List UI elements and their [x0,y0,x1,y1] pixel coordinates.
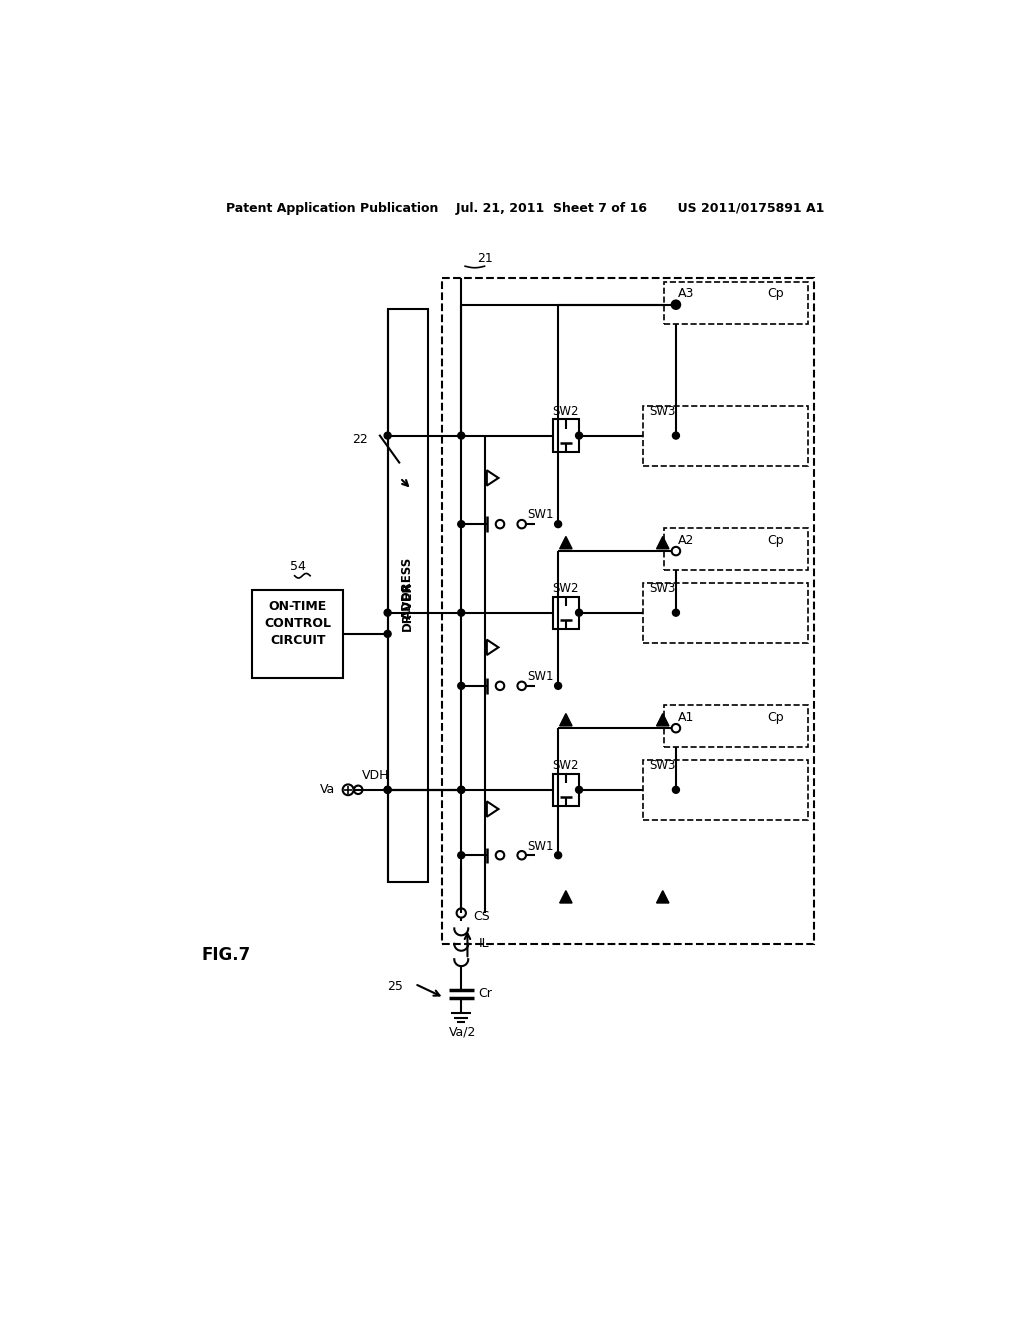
Bar [388,309,428,882]
Circle shape [458,682,465,689]
Bar [649,597,676,628]
Circle shape [384,787,391,793]
Bar [442,277,814,944]
Text: CS: CS [473,911,489,924]
Polygon shape [656,891,669,903]
Text: Patent Application Publication    Jul. 21, 2011  Sheet 7 of 16       US 2011/017: Patent Application Publication Jul. 21, … [225,202,824,215]
Text: SW3: SW3 [649,759,676,772]
Bar [553,420,579,451]
Text: SW3: SW3 [649,582,676,595]
Bar [643,760,808,820]
Bar [252,590,343,678]
Circle shape [384,631,391,638]
Text: 25: 25 [387,979,403,993]
Text: CONTROL: CONTROL [264,616,331,630]
Circle shape [575,610,583,616]
Bar [643,405,808,466]
Circle shape [673,610,679,616]
Circle shape [458,787,465,793]
Bar [665,281,808,323]
Circle shape [673,432,679,440]
Text: Va: Va [319,783,335,796]
Text: SW2: SW2 [553,582,580,595]
Text: Cp: Cp [767,533,784,546]
Polygon shape [656,536,669,549]
Circle shape [384,610,391,616]
Circle shape [555,682,561,689]
Bar [665,528,808,570]
Bar [643,582,808,643]
Text: CIRCUIT: CIRCUIT [270,634,326,647]
Circle shape [384,787,391,793]
Circle shape [384,432,391,440]
Text: SW3: SW3 [649,405,676,418]
Text: Va/2: Va/2 [450,1026,476,1039]
Circle shape [458,851,465,859]
Text: IL: IL [478,937,488,950]
Polygon shape [560,714,572,726]
Circle shape [458,787,465,793]
Text: DRIVER: DRIVER [401,581,415,631]
Polygon shape [656,714,669,726]
Text: A3: A3 [678,288,694,301]
Text: A2: A2 [678,533,694,546]
Text: SW1: SW1 [527,671,554,684]
Bar [665,705,808,747]
Circle shape [458,520,465,528]
Circle shape [555,851,561,859]
Bar [553,774,579,807]
Text: SW2: SW2 [553,405,580,418]
Text: SW1: SW1 [527,840,554,853]
Text: 22: 22 [352,433,369,446]
Circle shape [575,787,583,793]
Text: SW1: SW1 [527,508,554,521]
Text: SW2: SW2 [553,759,580,772]
Circle shape [575,432,583,440]
Circle shape [555,520,561,528]
Text: Cp: Cp [767,288,784,301]
Circle shape [673,787,679,793]
Circle shape [673,301,679,308]
Polygon shape [560,891,572,903]
Circle shape [458,610,465,616]
Text: Cr: Cr [478,987,493,1001]
Circle shape [458,432,465,440]
Text: Cp: Cp [767,711,784,723]
Text: 21: 21 [477,252,493,265]
Bar [649,774,676,807]
Text: ON-TIME: ON-TIME [268,601,327,612]
Text: VDH: VDH [362,770,389,783]
Bar [649,420,676,451]
Bar [553,597,579,628]
Text: FIG.7: FIG.7 [202,946,251,965]
Text: ADDRESS: ADDRESS [401,557,415,619]
Text: A1: A1 [678,711,694,723]
Text: 54: 54 [290,560,306,573]
Polygon shape [560,536,572,549]
